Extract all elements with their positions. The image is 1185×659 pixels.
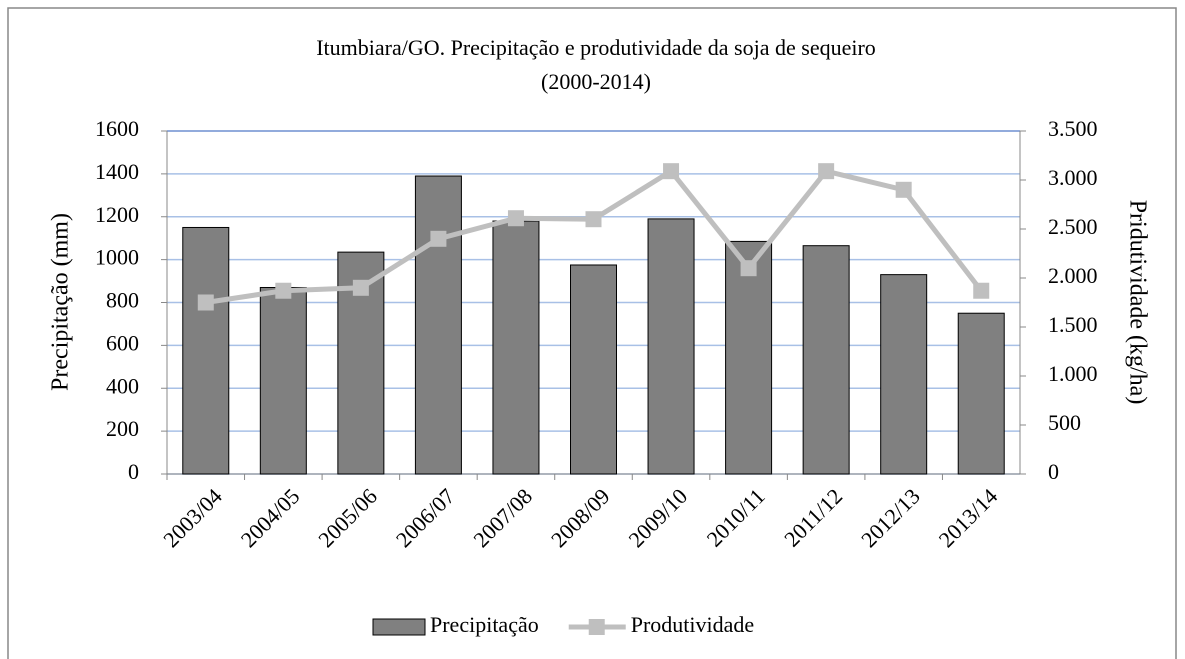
y-tick-label: 200 <box>106 416 139 441</box>
y2-tick-label: 2.000 <box>1048 263 1098 288</box>
bar <box>182 226 230 475</box>
bar <box>880 274 928 475</box>
y2-axis-label: Pridutividade (kg/ha) <box>1124 200 1150 405</box>
y-tick-label: 1600 <box>95 116 139 141</box>
bar <box>492 220 540 475</box>
y-tick-label: 400 <box>106 373 139 398</box>
y2-tick-label: 2.500 <box>1048 214 1098 239</box>
marker <box>507 210 524 227</box>
chart-title: Itumbiara/GO. Precipitação e produtivida… <box>316 35 876 60</box>
legend-label: Produtividade <box>631 612 754 637</box>
y2-tick-label: 1.500 <box>1048 312 1098 337</box>
y2-tick-label: 500 <box>1048 410 1081 435</box>
marker <box>740 260 757 277</box>
y-tick-label: 1000 <box>95 245 139 270</box>
bar <box>414 175 462 475</box>
bar <box>570 264 617 475</box>
legend-swatch <box>372 618 426 636</box>
y2-tick-label: 3.500 <box>1048 116 1098 141</box>
bar <box>725 240 773 475</box>
y2-tick-label: 3.000 <box>1048 165 1098 190</box>
y-tick-label: 1400 <box>95 159 139 184</box>
chart-title: (2000-2014) <box>541 69 651 94</box>
legend-label: Precipitação <box>430 612 539 637</box>
marker <box>663 163 680 180</box>
bar <box>647 218 695 475</box>
y-tick-label: 1200 <box>95 202 139 227</box>
bar <box>957 312 1005 475</box>
marker <box>275 282 292 299</box>
marker <box>973 282 990 299</box>
marker <box>352 279 369 296</box>
marker <box>197 294 214 311</box>
y-tick-label: 600 <box>106 330 139 355</box>
y2-tick-label: 0 <box>1048 459 1059 484</box>
marker <box>895 181 912 198</box>
legend-swatch <box>588 619 605 635</box>
marker <box>430 230 447 247</box>
y2-tick-label: 1.000 <box>1048 361 1098 386</box>
bar <box>259 286 307 475</box>
y-axis-label: Precipitação (mm) <box>48 213 74 391</box>
y-tick-label: 800 <box>106 288 139 313</box>
marker <box>818 163 835 180</box>
marker <box>585 211 602 228</box>
bar <box>802 245 850 475</box>
y-tick-label: 0 <box>128 459 139 484</box>
